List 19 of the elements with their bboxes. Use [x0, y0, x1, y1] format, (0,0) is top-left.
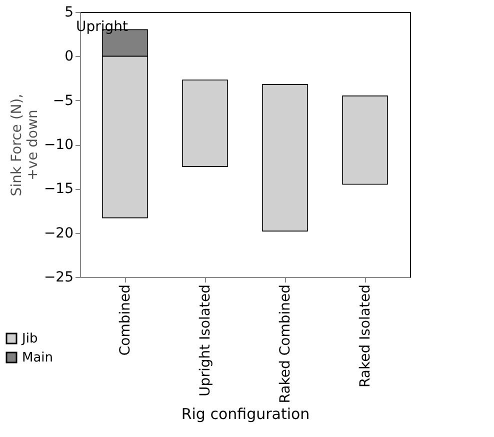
legend-label: Jib	[21, 332, 38, 346]
y-tick-label: −25	[44, 270, 74, 286]
bar	[262, 84, 308, 232]
x-tick-label: Upright Isolated	[198, 284, 214, 396]
y-tick-label: −10	[44, 137, 74, 153]
x-tick-label: Raked Isolated	[358, 284, 374, 388]
y-tick-label: 5	[64, 4, 74, 20]
y-tick-label: −15	[44, 181, 74, 198]
x-axis-title: Rig configuration	[181, 405, 310, 424]
x-tick-label: Raked Combined	[278, 284, 294, 404]
y-tick-label: −5	[52, 92, 74, 109]
y-tick-label: −20	[44, 225, 74, 242]
bar	[342, 96, 388, 185]
y-tick-label: 0	[64, 48, 74, 65]
bar	[182, 80, 228, 167]
annotation: Upright	[76, 19, 129, 35]
x-tick-label: Combined	[118, 284, 134, 356]
y-axis-title: Sink Force (N), +ve down	[8, 94, 41, 196]
legend-label: Main	[22, 350, 54, 366]
